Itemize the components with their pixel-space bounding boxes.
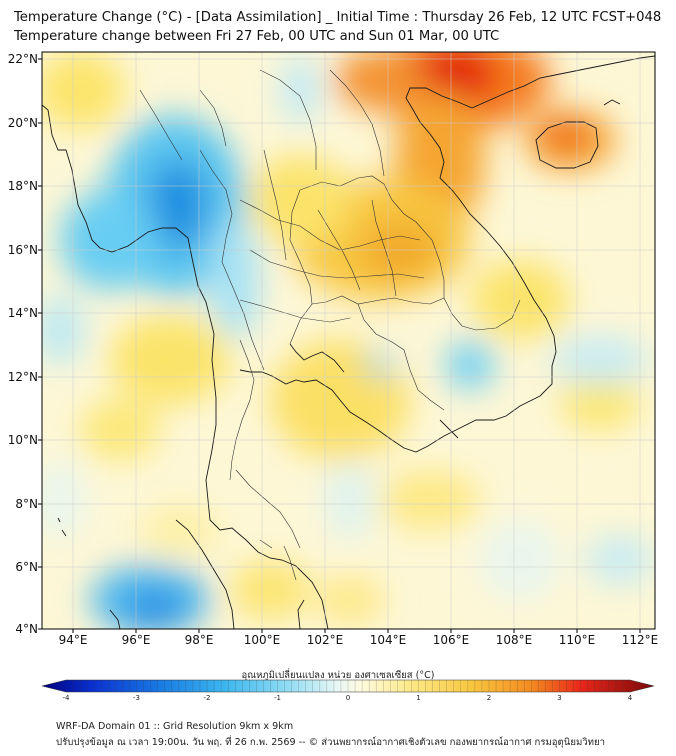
th-south-border: [229, 339, 255, 481]
malay-tip: [297, 599, 305, 629]
china-coast: [471, 55, 655, 109]
la-vn-north: [329, 69, 385, 177]
colorbar-tick-neg4: -4: [62, 694, 70, 702]
bangkok-bight: [289, 343, 345, 373]
th-my-border: [235, 469, 301, 549]
th-la-border: [299, 175, 445, 305]
lat-label-20: 20°N: [7, 116, 38, 130]
th-provinces-3: [239, 299, 351, 323]
colorbar-tick-1: 1: [416, 694, 421, 702]
colorbar-tick-4: 4: [627, 694, 633, 702]
la-north: [259, 69, 317, 170]
colorbar-tick-0: 0: [345, 694, 351, 702]
la-kh-border: [443, 297, 521, 331]
admin-borders: [139, 69, 521, 581]
mm-inner-2: [139, 89, 183, 161]
temperature-field: [42, 52, 655, 629]
colorbar-tick-3: 3: [557, 694, 562, 702]
lon-label-106: 106°E: [432, 633, 470, 647]
sumatra-coast: [175, 519, 235, 629]
lon-label-98: 98°E: [184, 633, 214, 647]
th-inner-west: [289, 189, 313, 345]
colorbar-tick-2: 2: [486, 694, 492, 702]
hainan-coast: [535, 121, 599, 169]
lat-label-10: 10°N: [7, 433, 38, 447]
lat-label-12: 12°N: [7, 370, 38, 384]
gulf-coast: [239, 87, 557, 453]
graticule: [42, 52, 655, 629]
lon-label-102: 102°E: [306, 633, 344, 647]
leizhou: [603, 99, 621, 106]
lat-label-6: 6°N: [15, 560, 38, 574]
th-provinces-2: [249, 249, 425, 279]
west-coast: [42, 104, 329, 629]
lon-label-96: 96°E: [121, 633, 151, 647]
colorbar-label: อุณหภูมิเปลี่ยนแปลง หน่วย องศาเซลเซียส (…: [241, 670, 435, 681]
th-provinces-1: [239, 199, 421, 251]
lon-label-108: 108°E: [495, 633, 533, 647]
footer-credit: ปรับปรุงข้อมูล ณ เวลา 19:00น. วัน พฤ. ที…: [56, 737, 606, 748]
lon-label-100: 100°E: [243, 633, 281, 647]
th-provinces-4: [263, 149, 287, 261]
mekong-delta: [439, 419, 459, 439]
lat-label-8: 8°N: [15, 497, 38, 511]
lat-label-18: 18°N: [7, 179, 38, 193]
coastlines: [42, 55, 655, 629]
lon-label-94: 94°E: [58, 633, 88, 647]
lon-label-104: 104°E: [369, 633, 407, 647]
colorbar-tick-neg1: -1: [274, 694, 281, 702]
kh-border: [357, 303, 445, 411]
lon-label-112: 112°E: [621, 633, 659, 647]
footer-model-info: WRF-DA Domain 01 :: Grid Resolution 9km …: [56, 721, 294, 732]
mm-inner: [199, 89, 227, 147]
lat-label-4: 4°N: [15, 622, 38, 636]
map-title-line1: Temperature Change (°C) - [Data Assimila…: [14, 10, 662, 25]
lon-label-110: 110°E: [558, 633, 596, 647]
colorbar-tick-neg2: -2: [203, 694, 211, 702]
colorbar-tick-neg3: -3: [133, 694, 140, 702]
th-provinces-6: [371, 199, 397, 297]
lat-label-14: 14°N: [7, 306, 38, 320]
lat-label-16: 16°N: [7, 243, 38, 257]
lat-label-22: 22°N: [7, 52, 38, 66]
tick-marks: [38, 58, 641, 633]
colorbar-strip: [41, 679, 655, 693]
map-title-line2: Temperature change between Fri 27 Feb, 0…: [14, 29, 500, 44]
map-frame: [41, 51, 656, 630]
islands: [57, 517, 121, 629]
